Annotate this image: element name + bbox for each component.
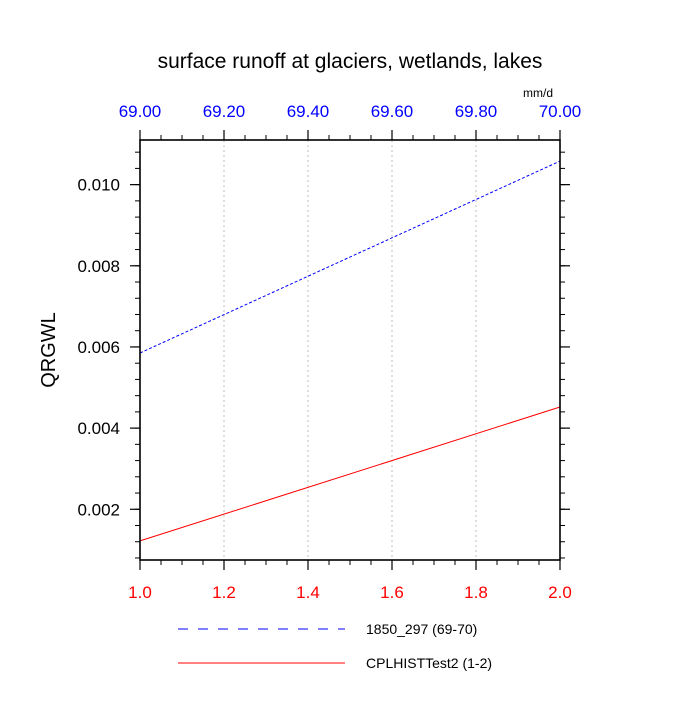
- y-tick-label: 0.004: [77, 419, 120, 438]
- x-bottom-tick-label: 1.6: [380, 583, 404, 602]
- y-tick-label: 0.006: [77, 338, 120, 357]
- x-bottom-tick-label: 2.0: [548, 583, 572, 602]
- series-layer: [139, 160, 561, 542]
- units-label: mm/d: [523, 86, 553, 100]
- legend-label: CPLHISTTest2 (1-2): [366, 655, 492, 671]
- x-top-tick-label: 69.20: [203, 102, 246, 121]
- y-tick-label: 0.008: [77, 257, 120, 276]
- grid-layer: [223, 140, 477, 560]
- x-top-tick-label: 69.00: [119, 102, 162, 121]
- ticks-layer: 1.0 1.2 1.4 1.6 1.8 2.0 69.00 69.20 69.40 69.60 69…: [77, 102, 581, 602]
- x-top-tick-label: 70.00: [539, 102, 582, 121]
- legend: 1850_297 (69-70) CPLHISTTest2 (1-2): [178, 621, 492, 671]
- x-top-tick-label: 69.60: [371, 102, 414, 121]
- y-axis-label: QRGWL: [38, 312, 60, 388]
- x-bottom-tick-label: 1.4: [296, 583, 320, 602]
- legend-label: 1850_297 (69-70): [366, 621, 477, 637]
- x-bottom-tick-label: 1.8: [464, 583, 488, 602]
- chart-title: surface runoff at glaciers, wetlands, la…: [158, 50, 543, 73]
- y-tick-label: 0.002: [77, 500, 120, 519]
- y-tick-label: 0.010: [77, 176, 120, 195]
- x-bottom-tick-label: 1.2: [212, 583, 236, 602]
- plot-frame: [139, 139, 561, 561]
- x-bottom-tick-label: 1.0: [128, 583, 152, 602]
- x-top-tick-label: 69.40: [287, 102, 330, 121]
- series-line: [139, 160, 561, 354]
- x-top-tick-label: 69.80: [455, 102, 498, 121]
- series-line: [139, 406, 561, 542]
